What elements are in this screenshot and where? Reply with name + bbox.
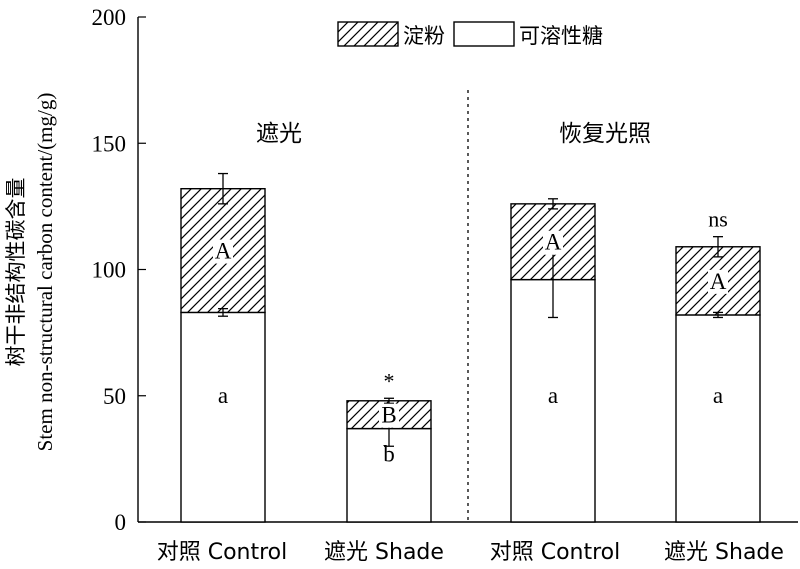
bar-label-sugar: a — [713, 383, 723, 408]
group-label-recovery: 恢复光照 — [559, 121, 651, 147]
error-bar-starch — [548, 198, 558, 210]
bar-label-sugar: b — [383, 442, 395, 467]
error-bar-sugar — [218, 307, 228, 317]
bar-label-starch: A — [215, 239, 232, 264]
y-axis-label-en: Stem non-structural carbon content/(mg/g… — [33, 93, 57, 452]
bar-label-backing — [543, 230, 563, 255]
error-bar-sugar — [713, 311, 723, 319]
y-tick-label: 200 — [92, 5, 127, 30]
bar-segment-sugar — [180, 311, 266, 523]
significance-marker: ns — [708, 207, 728, 232]
y-tick-label: 100 — [92, 258, 127, 283]
legend-label-sugar: 可溶性糖 — [519, 24, 603, 48]
bar-segment-sugar — [510, 278, 596, 523]
y-axis-label-cn: 树干非结构性碳含量 — [4, 178, 28, 367]
bar-segment-sugar — [675, 314, 761, 523]
error-bar-starch — [713, 236, 723, 258]
x-tick-label: 遮光 Shade — [664, 540, 784, 565]
error-bar-starch — [218, 172, 228, 205]
x-tick-label: 对照 Control — [490, 540, 621, 565]
y-tick-label: 150 — [92, 131, 127, 156]
bar-label-starch: B — [381, 403, 396, 428]
significance-marker: * — [384, 368, 395, 393]
y-tick-label: 50 — [103, 384, 126, 409]
bar-label-backing — [708, 269, 728, 294]
bar-label-sugar: a — [548, 383, 558, 408]
bar-label-starch: A — [545, 230, 562, 255]
group-label-shade: 遮光 — [256, 121, 302, 147]
legend-swatch-starch — [337, 21, 399, 47]
legend-swatch-sugar — [453, 21, 515, 47]
legend-label-starch: 淀粉 — [403, 24, 445, 48]
bar-label-starch: A — [710, 269, 727, 294]
legend: 淀粉 可溶性糖 — [337, 21, 603, 48]
error-bar-starch — [384, 397, 394, 404]
x-tick-label: 遮光 Shade — [324, 540, 444, 565]
bar-label-backing — [379, 403, 399, 428]
x-tick-label: 对照 Control — [157, 540, 288, 565]
y-tick-label: 0 — [115, 510, 127, 535]
bar-label-sugar: a — [218, 383, 228, 408]
bar-label-backing — [213, 239, 233, 264]
